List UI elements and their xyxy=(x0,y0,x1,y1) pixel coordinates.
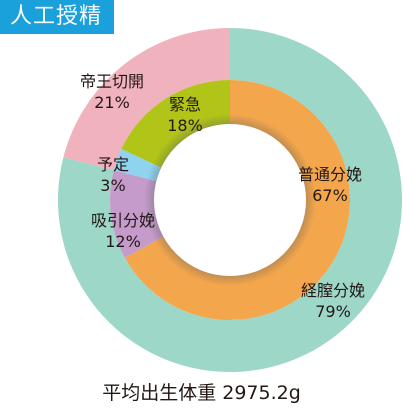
slice-percent-inner-2: 3% xyxy=(100,176,125,195)
donut-chart: 経膣分娩 79% 帝王切開 21% 普通分娩 67% 吸引分娩 12% 予定 3% 緊急 18% xyxy=(58,28,403,373)
slice-percent-inner-1: 12% xyxy=(105,232,141,251)
slice-percent-inner-0: 67% xyxy=(312,186,348,205)
section-title-badge: 人工授精 xyxy=(0,0,115,34)
center-hole xyxy=(154,124,306,276)
slice-label-inner-1: 吸引分娩 xyxy=(91,211,155,230)
slice-label-outer-0: 経膣分娩 xyxy=(301,281,365,300)
outer-ring xyxy=(58,28,403,373)
slice-outer-1 xyxy=(63,28,230,171)
slice-inner-3 xyxy=(121,80,230,168)
slice-label-outer-1: 帝王切開 xyxy=(80,72,144,91)
slice-label-inner-0: 普通分娩 xyxy=(298,165,362,184)
slice-label-inner-3: 緊急 xyxy=(169,95,201,114)
slice-outer-0 xyxy=(58,28,403,373)
slice-label-inner-2: 予定 xyxy=(97,155,129,174)
slice-labels: 経膣分娩 79% 帝王切開 21% 普通分娩 67% 吸引分娩 12% 予定 3% 緊急 18% xyxy=(80,72,365,321)
slice-percent-outer-0: 79% xyxy=(315,302,351,321)
slice-percent-outer-1: 21% xyxy=(94,93,130,112)
slice-percent-inner-3: 18% xyxy=(167,116,203,135)
section-title: 人工授精 xyxy=(10,4,103,29)
average-birth-weight: 平均出生体重 2975.2g xyxy=(102,382,301,404)
